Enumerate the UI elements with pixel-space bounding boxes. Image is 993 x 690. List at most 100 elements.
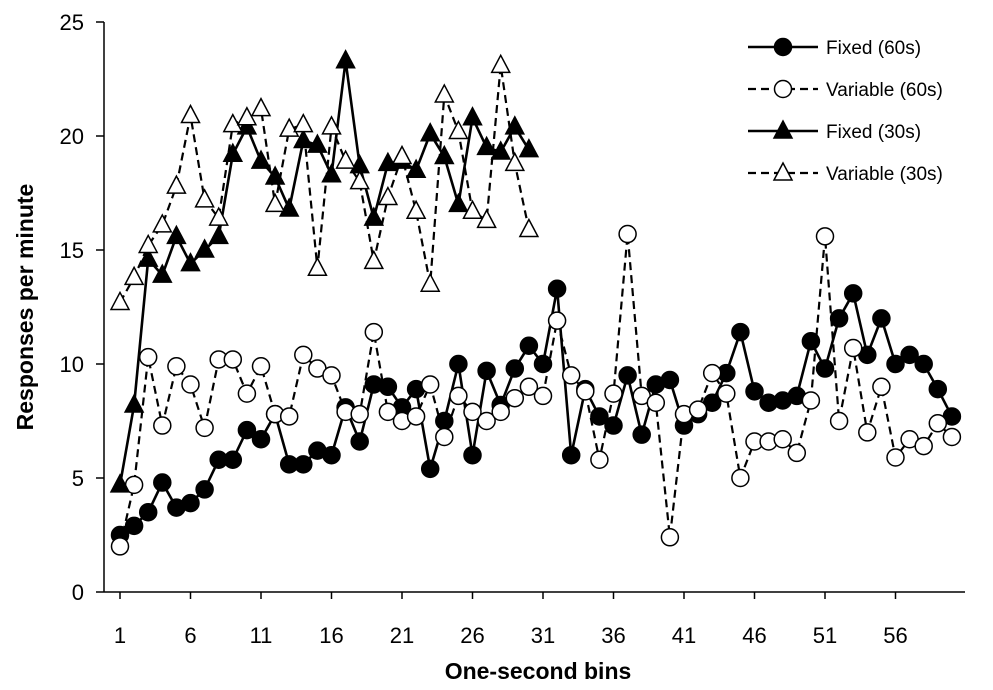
legend-label: Variable (30s)	[826, 164, 943, 185]
data-point-fixed-60s	[505, 359, 525, 378]
data-point-fixed-60s	[237, 420, 257, 440]
data-point-variable-30s	[490, 53, 511, 74]
series-line-variable-30s	[119, 65, 530, 303]
data-point-variable-60s	[505, 388, 525, 408]
data-point-variable-60s	[717, 384, 736, 403]
data-point-variable-30s	[166, 174, 187, 194]
data-point-variable-60s	[195, 418, 214, 438]
data-point-variable-30s	[434, 83, 455, 103]
data-point-variable-60s	[646, 393, 666, 413]
data-point-fixed-30s	[419, 122, 441, 142]
data-point-variable-60s	[350, 404, 369, 424]
data-point-variable-30s	[208, 206, 229, 226]
data-point-fixed-30s	[405, 158, 427, 178]
data-point-fixed-60s	[124, 516, 144, 536]
data-point-fixed-30s	[434, 144, 455, 165]
data-point-variable-30s	[250, 97, 272, 117]
data-point-fixed-60s	[914, 354, 933, 374]
data-point-fixed-30s	[208, 224, 229, 245]
legend-marker	[772, 161, 794, 181]
data-point-fixed-30s	[152, 263, 173, 283]
data-point-fixed-60s	[181, 493, 200, 513]
data-point-variable-60s	[660, 528, 680, 547]
data-point-variable-30s	[504, 151, 526, 172]
data-point-fixed-60s	[195, 480, 214, 499]
series-layer	[109, 49, 962, 556]
data-point-variable-30s	[180, 103, 201, 124]
data-point-variable-30s	[518, 217, 540, 238]
data-point-fixed-60s	[886, 354, 905, 374]
x-tick-label: 51	[813, 623, 837, 648]
data-point-fixed-30s	[166, 224, 187, 245]
data-point-fixed-60s	[519, 336, 539, 356]
legend-label: Fixed (30s)	[826, 122, 921, 143]
data-point-variable-60s	[237, 384, 257, 403]
legend-marker	[773, 37, 793, 57]
series-fixed-30s	[109, 49, 540, 493]
data-point-variable-30s	[419, 272, 441, 292]
data-point-fixed-60s	[294, 455, 313, 474]
data-point-fixed-30s	[476, 135, 497, 156]
data-point-fixed-30s	[490, 140, 511, 160]
data-point-variable-60s	[279, 407, 299, 426]
data-point-fixed-30s	[377, 151, 399, 172]
data-point-fixed-60s	[350, 432, 369, 451]
data-point-fixed-60s	[322, 445, 341, 465]
data-point-variable-60s	[533, 386, 553, 406]
data-point-variable-30s	[448, 119, 469, 140]
data-point-variable-30s	[405, 199, 427, 219]
legend: Fixed (60s) Variable (60s) Fixed (30s) Vari…	[748, 37, 943, 185]
data-point-fixed-30s	[109, 473, 131, 493]
data-point-variable-60s	[872, 377, 891, 397]
data-point-fixed-30s	[180, 252, 201, 272]
data-point-fixed-60s	[731, 322, 750, 342]
y-tick-label: 5	[72, 466, 84, 491]
data-point-fixed-30s	[448, 192, 469, 213]
legend-marker	[773, 79, 793, 99]
data-point-fixed-30s	[518, 138, 540, 158]
data-point-fixed-60s	[928, 379, 948, 399]
data-point-variable-30s	[462, 199, 483, 219]
data-point-fixed-30s	[137, 247, 159, 267]
data-point-variable-60s	[886, 448, 905, 467]
data-point-variable-60s	[801, 391, 821, 410]
data-point-fixed-30s	[123, 393, 145, 413]
data-point-variable-60s	[731, 468, 750, 488]
data-point-variable-60s	[773, 429, 792, 449]
x-tick-label: 6	[184, 623, 196, 648]
data-point-fixed-60s	[900, 345, 919, 365]
data-point-variable-60s	[547, 311, 567, 330]
x-tick-label: 1	[114, 623, 126, 648]
data-point-fixed-60s	[138, 502, 158, 522]
data-point-variable-60s	[561, 366, 581, 385]
data-point-variable-60s	[110, 537, 130, 556]
data-point-variable-30s	[123, 265, 145, 286]
data-point-fixed-60s	[561, 445, 581, 465]
y-axis-title: Responses per minute	[12, 184, 38, 431]
x-tick-label: 46	[742, 623, 766, 648]
data-point-variable-30s	[152, 213, 173, 233]
data-point-variable-60s	[942, 427, 962, 447]
data-point-fixed-60s	[660, 370, 680, 390]
data-point-fixed-30s	[222, 142, 244, 162]
data-point-fixed-30s	[307, 133, 328, 153]
data-point-variable-60s	[576, 382, 595, 401]
data-point-variable-60s	[406, 407, 426, 426]
data-point-variable-60s	[829, 411, 849, 431]
data-point-variable-60s	[322, 366, 341, 385]
data-point-variable-30s	[222, 112, 244, 133]
data-point-variable-30s	[349, 169, 370, 190]
x-tick-label: 41	[672, 623, 696, 648]
x-axis-title: One-second bins	[445, 658, 632, 684]
data-point-fixed-60s	[547, 279, 567, 299]
data-point-variable-60s	[153, 416, 172, 435]
data-point-fixed-60s	[251, 429, 271, 449]
y-tick-label: 20	[60, 124, 84, 149]
x-tick-label: 11	[250, 623, 273, 648]
data-point-variable-60s	[477, 411, 496, 431]
data-point-variable-60s	[181, 375, 200, 394]
data-point-fixed-30s	[462, 106, 483, 126]
legend-label: Variable (60s)	[826, 80, 943, 101]
